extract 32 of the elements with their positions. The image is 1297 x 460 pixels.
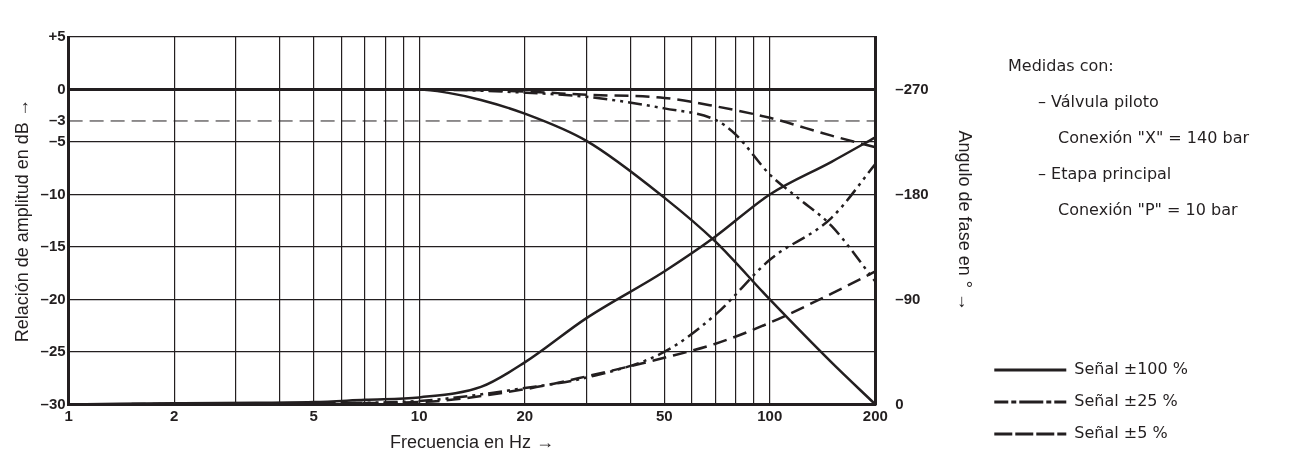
x-axis-title: Frecuencia en Hz → <box>389 432 555 453</box>
text: Medidas con: <box>1008 55 1115 77</box>
text: – Válvula piloto <box>1037 91 1160 113</box>
y-tick-label: 0 <box>57 79 66 97</box>
x-tick-label: 1 <box>64 406 73 424</box>
y-axis-title: Relación de amplitud en dB → <box>11 99 32 343</box>
y2-tick-label: –180 <box>895 184 929 202</box>
x-tick-label: 10 <box>410 406 428 424</box>
y-tick-label: –3 <box>48 111 66 129</box>
legend-label: Señal ±100 % <box>1074 359 1189 379</box>
y-tick-label: –20 <box>40 289 66 307</box>
y2-tick-label: –270 <box>895 79 929 97</box>
y-tick-label: –10 <box>40 184 66 202</box>
legend-label: Señal ±5 % <box>1074 423 1168 443</box>
y-tick-label: +5 <box>48 27 66 45</box>
y-tick-label: –5 <box>48 132 66 150</box>
x-tick-label: 100 <box>757 406 783 424</box>
text: Conexión "X" = 140 bar <box>1057 127 1250 149</box>
legend-label: Señal ±25 % <box>1074 391 1178 411</box>
y2-tick-label: –90 <box>895 289 921 307</box>
y2-axis-title: Angulo de fase en ° → <box>954 130 975 311</box>
x-tick-label: 2 <box>169 406 179 424</box>
x-tick-label: 50 <box>655 406 673 424</box>
text: Conexión "P" = 10 bar <box>1057 199 1239 221</box>
x-tick-label: 5 <box>309 406 318 424</box>
y-tick-label: –30 <box>40 394 66 412</box>
x-tick-label: 200 <box>862 406 888 424</box>
text: – Etapa principal <box>1037 163 1173 185</box>
y-tick-label: –25 <box>40 342 66 360</box>
y2-tick-label: 0 <box>895 394 904 412</box>
x-tick-label: 20 <box>516 406 534 424</box>
y-tick-label: –15 <box>40 237 66 255</box>
